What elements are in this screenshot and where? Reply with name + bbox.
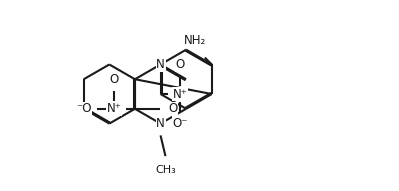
Text: N⁺: N⁺	[173, 87, 188, 100]
Text: N: N	[156, 58, 165, 71]
Text: NH₂: NH₂	[184, 34, 206, 47]
Text: O⁻: O⁻	[172, 117, 188, 130]
Text: ⁻O: ⁻O	[76, 102, 92, 115]
Text: O: O	[176, 58, 185, 71]
Text: CH₃: CH₃	[155, 165, 176, 175]
Text: O: O	[110, 73, 119, 86]
Text: N: N	[156, 117, 165, 130]
Text: O: O	[168, 102, 178, 115]
Text: N⁺: N⁺	[107, 102, 122, 115]
